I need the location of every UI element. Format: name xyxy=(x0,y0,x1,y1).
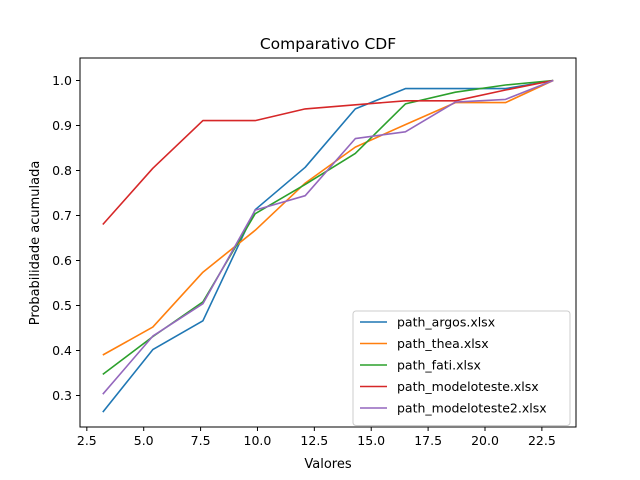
x-axis-label: Valores xyxy=(304,457,351,472)
legend-box xyxy=(352,310,571,426)
y-tick-label: 0.9 xyxy=(52,118,72,133)
legend: path_argos.xlsx path_thea.xlsx path_fati.x… xyxy=(352,310,571,426)
legend-label: path_fati.xlsx xyxy=(397,358,481,373)
y-tick-label: 0.7 xyxy=(52,208,72,223)
x-tick-label: 7.5 xyxy=(191,433,211,448)
y-axis-ticks: 0.3 0.4 0.5 0.6 0.7 0.8 0.9 1.0 xyxy=(52,73,80,403)
x-tick-label: 20.0 xyxy=(471,433,499,448)
y-tick-label: 0.4 xyxy=(52,343,72,358)
y-tick-label: 1.0 xyxy=(52,73,72,88)
series-line-4 xyxy=(102,79,554,226)
x-tick-label: 10.0 xyxy=(244,433,272,448)
x-tick-label: 5.0 xyxy=(134,433,154,448)
x-tick-label: 2.5 xyxy=(77,433,97,448)
x-tick-label: 22.5 xyxy=(528,433,556,448)
plot-frame xyxy=(79,57,577,428)
y-tick-label: 0.6 xyxy=(52,253,72,268)
x-tick-label: 12.5 xyxy=(300,433,328,448)
x-tick-label: 15.0 xyxy=(357,433,385,448)
series-line-2 xyxy=(102,79,554,356)
x-axis-ticks: 2.5 5.0 7.5 10.0 12.5 15.0 17.5 20.0 22.5 xyxy=(77,427,556,448)
chart-title: Comparativo CDF xyxy=(260,35,396,53)
series-line-5 xyxy=(102,79,554,395)
y-tick-label: 0.8 xyxy=(52,163,72,178)
plot-lines xyxy=(102,79,554,413)
y-tick-label: 0.5 xyxy=(52,298,72,313)
legend-label: path_thea.xlsx xyxy=(397,336,489,351)
x-tick-label: 17.5 xyxy=(414,433,442,448)
legend-label: path_modeloteste2.xlsx xyxy=(397,401,547,416)
y-axis-label: Probabilidade acumulada xyxy=(28,161,43,326)
legend-label: path_argos.xlsx xyxy=(397,315,495,330)
y-tick-label: 0.3 xyxy=(52,388,72,403)
legend-label: path_modeloteste.xlsx xyxy=(397,379,539,394)
